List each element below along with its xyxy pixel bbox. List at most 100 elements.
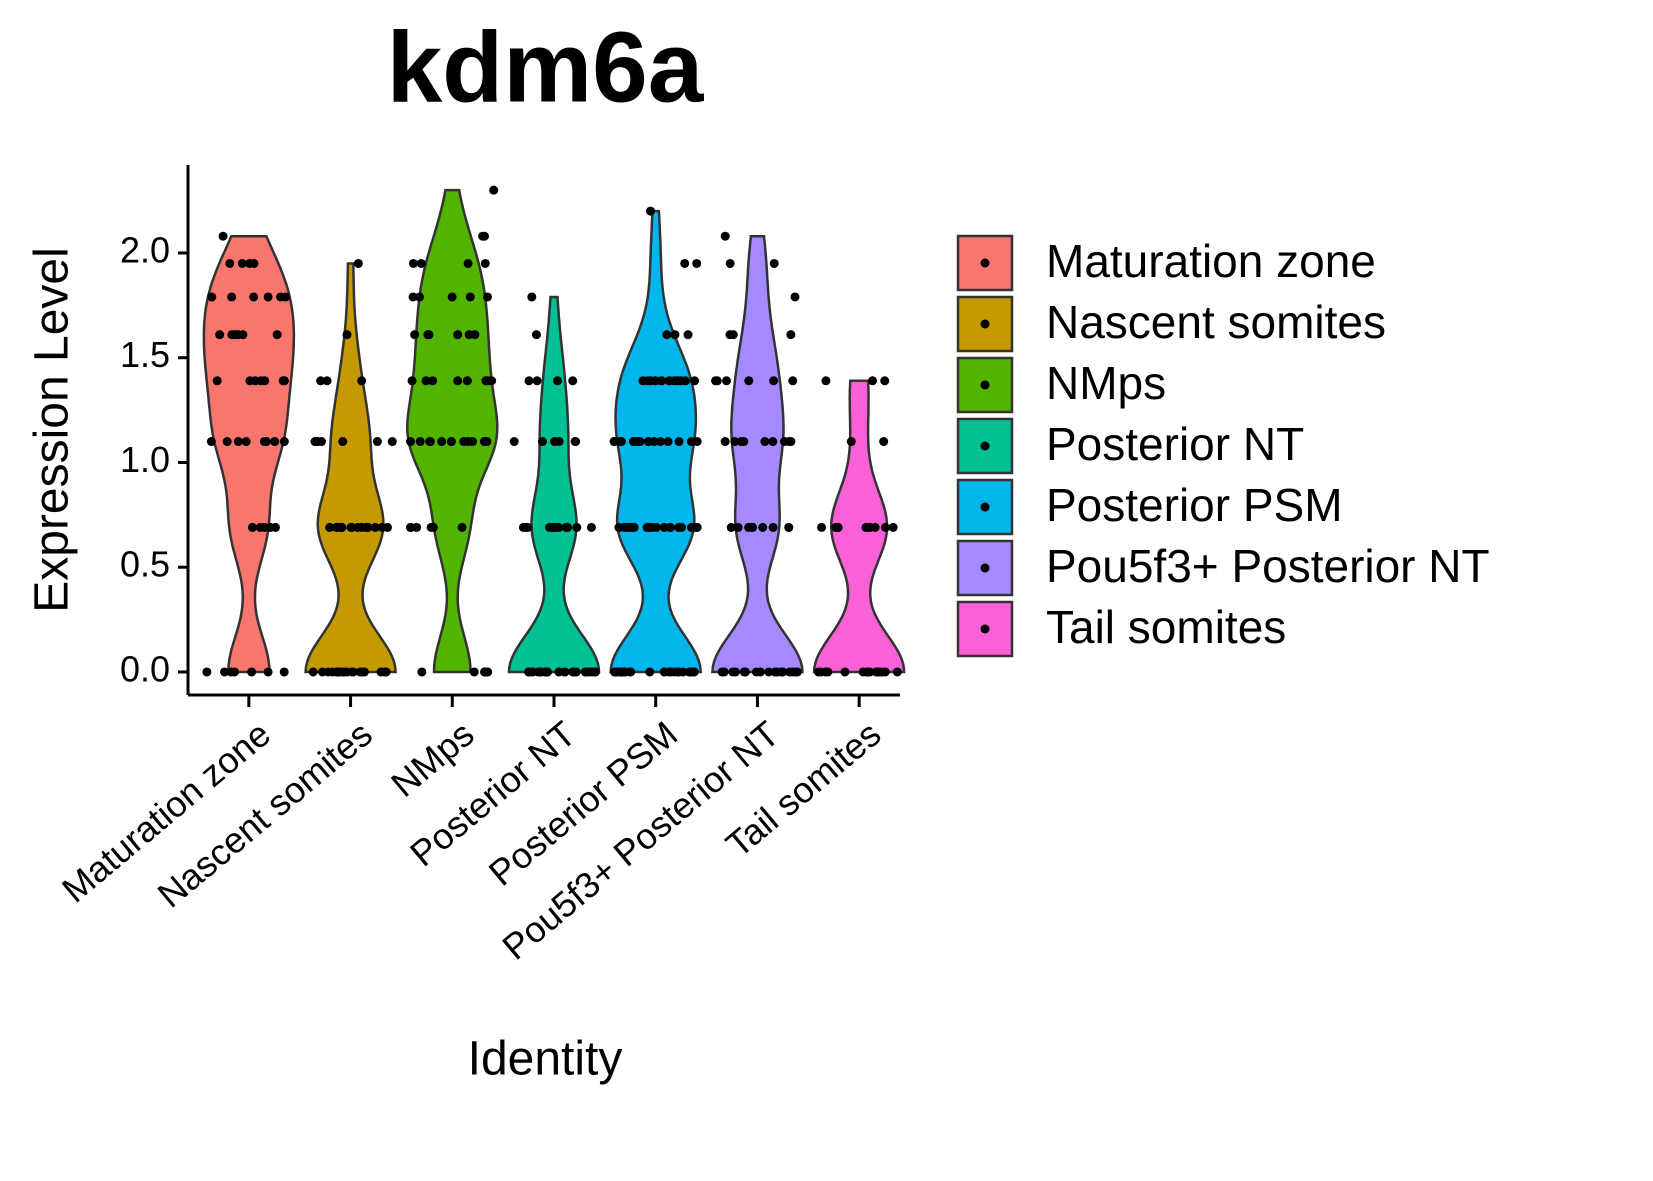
- data-point: [270, 522, 280, 532]
- data-point: [237, 258, 247, 268]
- violin: [304, 262, 397, 674]
- legend-label: Tail somites: [1046, 601, 1286, 653]
- data-point: [408, 258, 418, 268]
- data-point: [725, 258, 735, 268]
- legend-label: NMps: [1046, 357, 1166, 409]
- data-point: [722, 376, 732, 386]
- data-point: [230, 667, 240, 677]
- data-point: [489, 185, 499, 195]
- data-point: [784, 522, 794, 532]
- data-point: [683, 330, 693, 340]
- data-point: [408, 292, 418, 302]
- data-point: [353, 258, 363, 268]
- data-point: [623, 522, 633, 532]
- data-point: [453, 330, 463, 340]
- y-axis-label: Expression Level: [26, 247, 79, 613]
- y-tick-label: 0.0: [120, 648, 170, 689]
- legend-dot: [980, 380, 990, 390]
- data-point: [241, 437, 251, 447]
- legend-dot: [980, 319, 990, 329]
- data-point: [651, 522, 661, 532]
- data-point: [227, 292, 237, 302]
- data-point: [247, 522, 257, 532]
- y-tick-label: 0.5: [120, 544, 170, 585]
- data-point: [206, 437, 216, 447]
- data-point: [586, 522, 596, 532]
- data-point: [846, 437, 856, 447]
- data-point: [338, 437, 348, 447]
- data-point: [770, 667, 780, 677]
- data-point: [463, 258, 473, 268]
- data-point: [656, 376, 666, 386]
- data-point: [790, 292, 800, 302]
- data-point: [212, 376, 222, 386]
- data-point: [821, 376, 831, 386]
- data-point: [563, 522, 573, 532]
- data-point: [220, 667, 230, 677]
- data-point: [545, 522, 555, 532]
- data-point: [670, 330, 680, 340]
- data-point: [868, 376, 878, 386]
- data-point: [363, 522, 373, 532]
- data-point: [730, 667, 740, 677]
- data-point: [348, 667, 358, 677]
- data-point: [690, 376, 700, 386]
- data-point: [758, 522, 768, 532]
- data-point: [840, 667, 850, 677]
- data-point: [550, 437, 560, 447]
- data-point: [370, 522, 380, 532]
- data-point: [787, 667, 797, 677]
- data-point: [207, 292, 217, 302]
- data-point: [531, 330, 541, 340]
- data-point: [446, 437, 456, 447]
- data-point: [353, 522, 363, 532]
- data-point: [480, 258, 490, 268]
- data-point: [768, 522, 778, 532]
- data-point: [247, 667, 257, 677]
- legend-dot: [980, 624, 990, 634]
- data-point: [645, 667, 655, 677]
- data-point: [744, 376, 754, 386]
- data-point: [279, 437, 289, 447]
- data-point: [888, 522, 898, 532]
- data-point: [643, 376, 653, 386]
- data-point: [532, 376, 542, 386]
- data-point: [259, 437, 269, 447]
- data-point: [357, 376, 367, 386]
- data-point: [760, 437, 770, 447]
- data-point: [342, 667, 352, 677]
- data-point: [233, 437, 243, 447]
- x-axis-label: Identity: [468, 1033, 623, 1086]
- data-point: [635, 437, 645, 447]
- violin: [812, 379, 906, 674]
- data-point: [415, 437, 425, 447]
- data-point: [245, 258, 255, 268]
- data-point: [769, 258, 779, 268]
- data-point: [730, 437, 740, 447]
- legend-dot: [980, 563, 990, 573]
- data-point: [255, 522, 265, 532]
- data-point: [755, 667, 765, 677]
- data-point: [447, 292, 457, 302]
- data-point: [733, 522, 743, 532]
- data-point: [249, 292, 259, 302]
- data-point: [527, 292, 537, 302]
- data-point: [482, 292, 492, 302]
- data-point: [568, 667, 578, 677]
- data-point: [874, 667, 884, 677]
- data-point: [238, 330, 248, 340]
- data-point: [215, 330, 225, 340]
- data-point: [817, 522, 827, 532]
- legend-dot: [980, 258, 990, 268]
- data-point: [543, 667, 553, 677]
- data-point: [222, 437, 232, 447]
- data-point: [336, 522, 346, 532]
- data-point: [660, 667, 670, 677]
- data-point: [462, 376, 472, 386]
- data-point: [568, 376, 578, 386]
- legend-dot: [980, 441, 990, 451]
- data-point: [720, 231, 730, 241]
- legend-label: Nascent somites: [1046, 296, 1386, 348]
- data-point: [410, 330, 420, 340]
- data-point: [816, 667, 826, 677]
